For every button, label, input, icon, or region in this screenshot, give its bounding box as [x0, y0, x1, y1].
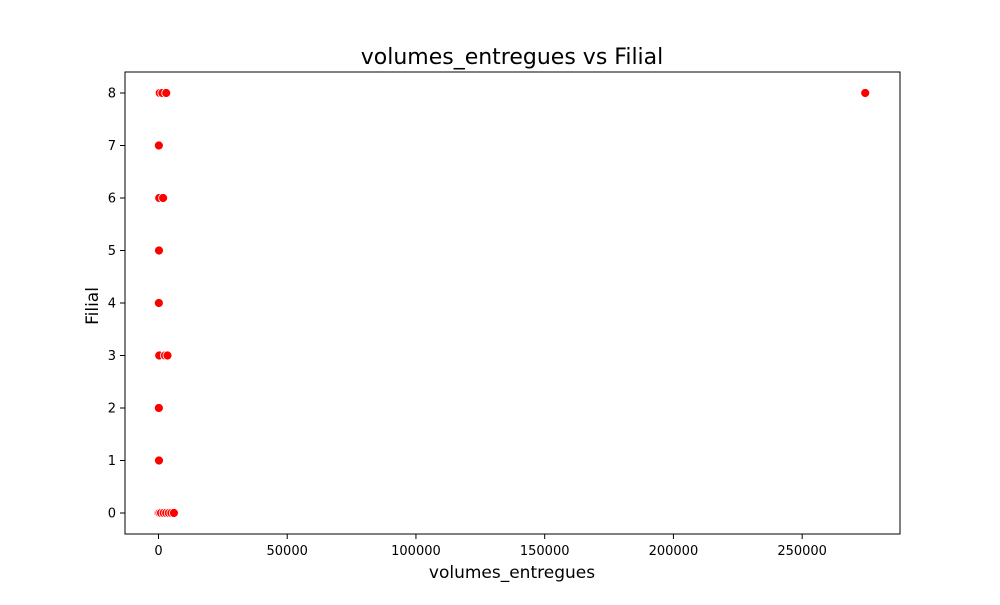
scatter-point	[153, 140, 164, 151]
y-axis-label: Filial	[83, 287, 103, 325]
scatter-point	[158, 193, 169, 203]
scatter-point	[153, 403, 164, 413]
chart-title: volumes_entregues vs Filial	[361, 45, 664, 70]
x-tick-label: 200000	[649, 544, 699, 559]
x-tick-label: 150000	[520, 544, 570, 559]
scatter-point	[154, 245, 164, 256]
y-axis-ticks: 0 1 2 3 4 5 6 7 8	[108, 87, 125, 522]
y-tick-label: 7	[108, 139, 116, 154]
plot-area-frame	[124, 71, 901, 535]
y-tick-label: 6	[108, 192, 116, 207]
scatter-point	[153, 298, 164, 308]
scatter-point	[169, 508, 179, 518]
y-tick-label: 5	[108, 244, 116, 259]
y-tick-label: 8	[108, 87, 116, 102]
scatter-point	[860, 88, 871, 98]
y-tick-label: 0	[108, 507, 116, 522]
scatter-point	[161, 88, 172, 98]
x-tick-label: 50000	[267, 544, 308, 559]
scatter-point	[162, 350, 173, 361]
y-tick-label: 3	[108, 349, 116, 364]
x-tick-label: 100000	[391, 544, 441, 559]
x-tick-label: 0	[154, 544, 162, 559]
x-axis-ticks: 0 50000 100000 150000 200000 250000	[154, 534, 827, 559]
y-tick-label: 1	[108, 454, 116, 469]
x-tick-label: 250000	[777, 544, 827, 559]
scatter-point	[154, 455, 164, 466]
y-tick-label: 4	[108, 297, 116, 312]
x-axis-label: volumes_entregues	[429, 563, 595, 583]
y-tick-label: 2	[108, 402, 116, 417]
data-points	[153, 88, 871, 518]
